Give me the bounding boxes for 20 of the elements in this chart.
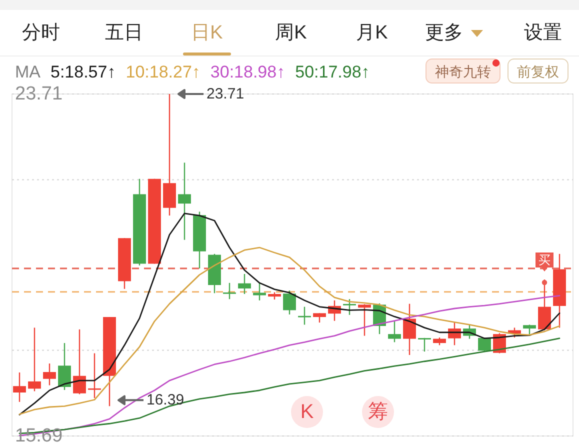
- tab-label: 月K: [356, 22, 388, 44]
- tab-label: 设置: [524, 22, 562, 44]
- legend-item: 50:17.98↑: [295, 62, 370, 82]
- legend-item: 10:18.27↑: [126, 62, 200, 82]
- button-label: 前复权: [517, 64, 559, 80]
- note-label: 16.39: [146, 392, 184, 409]
- legend-title: MA: [15, 62, 40, 82]
- tab-label: 更多: [425, 22, 463, 44]
- round-button-label: 筹: [368, 401, 388, 423]
- button-label: 神奇九转: [435, 64, 491, 80]
- legend-item: 5:18.57↑: [50, 62, 116, 82]
- tab-label: 五日: [105, 22, 143, 44]
- signal-label: 买: [538, 253, 550, 267]
- y-tick-label: 23.71: [15, 84, 63, 104]
- tab-label: 日K: [191, 22, 223, 44]
- note-label: 23.71: [206, 86, 244, 102]
- tab-label: 分时: [22, 22, 60, 44]
- tab-label: 周K: [275, 22, 307, 44]
- legend-item: 30:18.98↑: [210, 62, 286, 82]
- round-button-label: K: [300, 401, 314, 423]
